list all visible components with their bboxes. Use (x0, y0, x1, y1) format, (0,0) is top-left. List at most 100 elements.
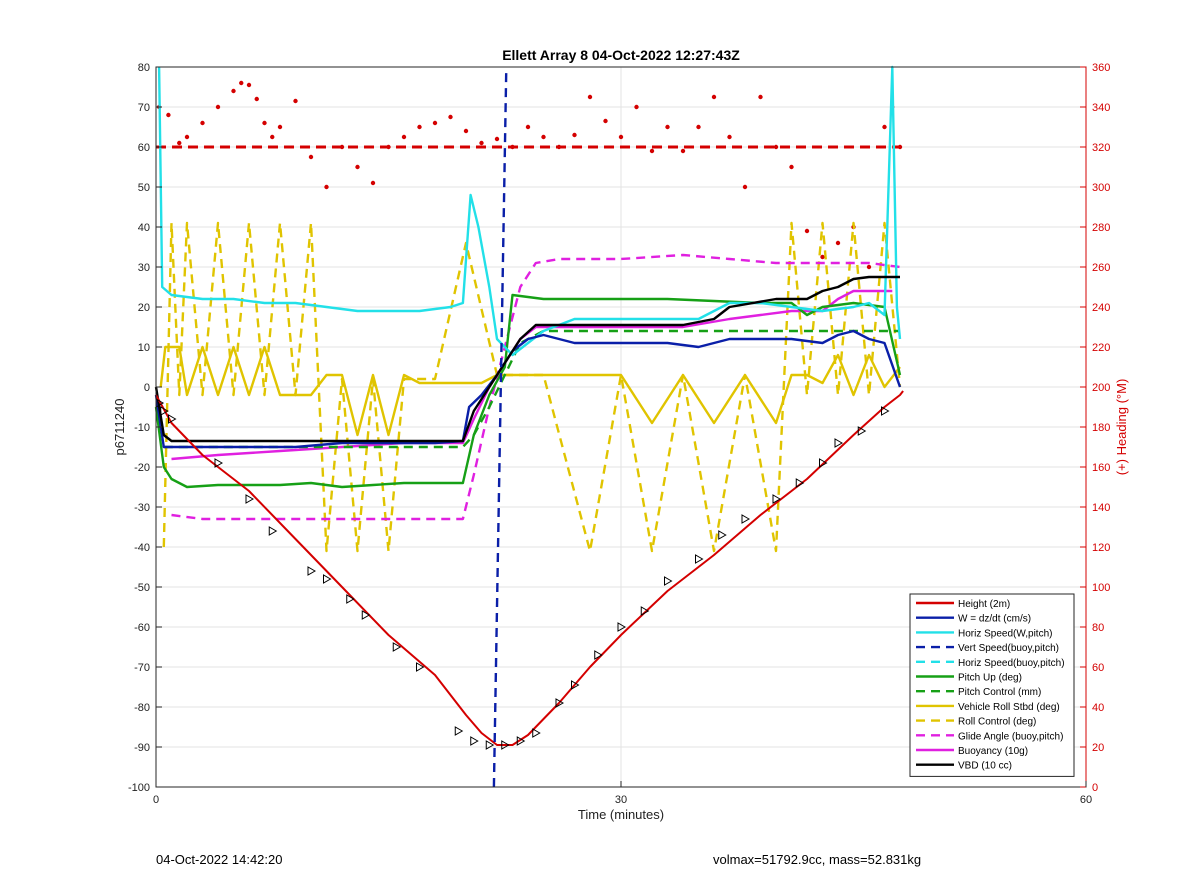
height-marker (501, 740, 510, 750)
heading-point (370, 180, 376, 186)
x-axis-label: Time (minutes) (578, 807, 664, 822)
y-tick-label-left: -50 (134, 582, 150, 594)
height-marker (416, 662, 425, 672)
height-marker (454, 726, 464, 736)
height-marker (881, 406, 890, 416)
y-tick-label-left: 10 (138, 342, 150, 354)
legend-label-glide-angle-buoy-pitch: Glide Angle (buoy,pitch) (958, 731, 1063, 742)
y-tick-label-right: 80 (1092, 622, 1104, 634)
series-vehicle-roll-stbd-deg (159, 345, 901, 437)
heading-point (308, 154, 314, 160)
height-marker (834, 438, 844, 448)
heading-point (572, 132, 577, 138)
height-marker (160, 406, 169, 416)
y-tick-label-left: -20 (134, 462, 150, 474)
height-marker (571, 680, 580, 690)
series-horiz-speed-w-pitch (157, 65, 902, 357)
height-marker (346, 594, 355, 604)
heading-point (246, 82, 252, 88)
heading-point (680, 148, 686, 154)
height-marker (741, 514, 751, 524)
heading-point (665, 124, 670, 130)
axes: -100-90-80-70-60-50-40-30-20-10010203040… (128, 62, 1110, 806)
y-tick-label-right: 200 (1092, 382, 1110, 394)
y-tick-label-left: 40 (138, 222, 150, 234)
heading-point (773, 144, 779, 150)
heading-point (270, 134, 275, 140)
heading-point (432, 120, 438, 126)
heading-point (789, 164, 794, 170)
height-marker (555, 698, 565, 708)
legend-box (909, 593, 1075, 777)
legend: Height (2m) W = dz/dt (cm/s) Horiz Speed(W… (909, 593, 1075, 777)
y-tick-label-right: 100 (1092, 582, 1110, 594)
y-tick-label-left: -60 (134, 622, 150, 634)
heading-point (711, 94, 717, 100)
height-marker (323, 574, 332, 584)
y-tick-label-right: 320 (1092, 142, 1110, 154)
legend-label-buoyancy-10g: Buoyancy (10g) (958, 746, 1028, 757)
heading-point (866, 264, 872, 270)
heading-point (820, 254, 825, 260)
height-marker (516, 736, 526, 746)
y-tick-label-right: 160 (1092, 462, 1110, 474)
heading-point (727, 134, 732, 140)
heading-point (386, 144, 391, 150)
legend-label-pitch-up-deg: Pitch Up (deg) (958, 673, 1022, 684)
y-tick-label-right: 280 (1092, 222, 1110, 234)
y-tick-label-right: 120 (1092, 542, 1110, 554)
x-tick-label: 30 (615, 794, 627, 806)
y-tick-label-left: -100 (128, 782, 150, 794)
heading-point (479, 140, 484, 146)
heading-point (649, 148, 655, 154)
y-tick-label-left: -70 (134, 662, 150, 674)
footer-vehicle-info: volmax=51792.9cc, mass=52.831kg (713, 852, 922, 867)
y-tick-label-left: 60 (138, 142, 150, 154)
legend-label-vehicle-roll-stbd-deg: Vehicle Roll Stbd (deg) (958, 702, 1060, 713)
x-tick-label: 0 (153, 794, 159, 806)
height-marker (168, 414, 177, 424)
chart-title: Ellett Array 8 04-Oct-2022 12:27:43Z (502, 47, 740, 63)
heading-point (618, 134, 624, 140)
series-height-2m (155, 390, 904, 746)
legend-label-vert-speed-buoy-pitch: Vert Speed(buoy,pitch) (958, 643, 1059, 654)
y-tick-label-left: 70 (138, 102, 150, 114)
heading-point (510, 144, 515, 150)
height-marker (772, 494, 782, 504)
height-marker (594, 650, 603, 660)
y-tick-label-right: 40 (1092, 702, 1104, 714)
y-tick-label-left: 20 (138, 302, 150, 314)
series-pitch-control-mm (163, 329, 900, 449)
y-tick-label-left: -80 (134, 702, 150, 714)
height-marker (214, 458, 224, 468)
heading-point (603, 118, 608, 124)
height-marker (664, 576, 673, 586)
x-tick-label: 60 (1080, 794, 1092, 806)
heading-point (254, 96, 259, 102)
y-tick-label-left: 0 (144, 382, 150, 394)
heading-point (339, 144, 345, 150)
height-marker (857, 426, 867, 436)
height-marker (392, 642, 402, 652)
y-tick-label-right: 20 (1092, 742, 1104, 754)
heading-point (835, 240, 841, 246)
height-marker (795, 478, 805, 488)
heading-point (463, 128, 469, 134)
series-vert-speed-buoy-pitch (492, 66, 508, 788)
heading-point (231, 88, 236, 94)
legend-label-horiz-speed-buoy-pitch: Horiz Speed(buoy,pitch) (958, 658, 1065, 669)
height-marker (361, 610, 371, 620)
y-tick-label-right: 60 (1092, 662, 1104, 674)
height-marker (268, 526, 278, 536)
legend-label-roll-control-deg: Roll Control (deg) (958, 717, 1036, 728)
y-tick-label-left: -10 (134, 422, 150, 434)
y-tick-label-right: 220 (1092, 342, 1110, 354)
height-marker (470, 736, 479, 746)
y-axis-label-left: p6711240 (112, 399, 127, 456)
y-tick-label-left: 50 (138, 182, 150, 194)
heading-point (324, 184, 329, 190)
legend-label-vbd-10-cc: VBD (10 cc) (958, 761, 1012, 772)
heading-point (494, 136, 500, 142)
y-tick-label-right: 260 (1092, 262, 1110, 274)
